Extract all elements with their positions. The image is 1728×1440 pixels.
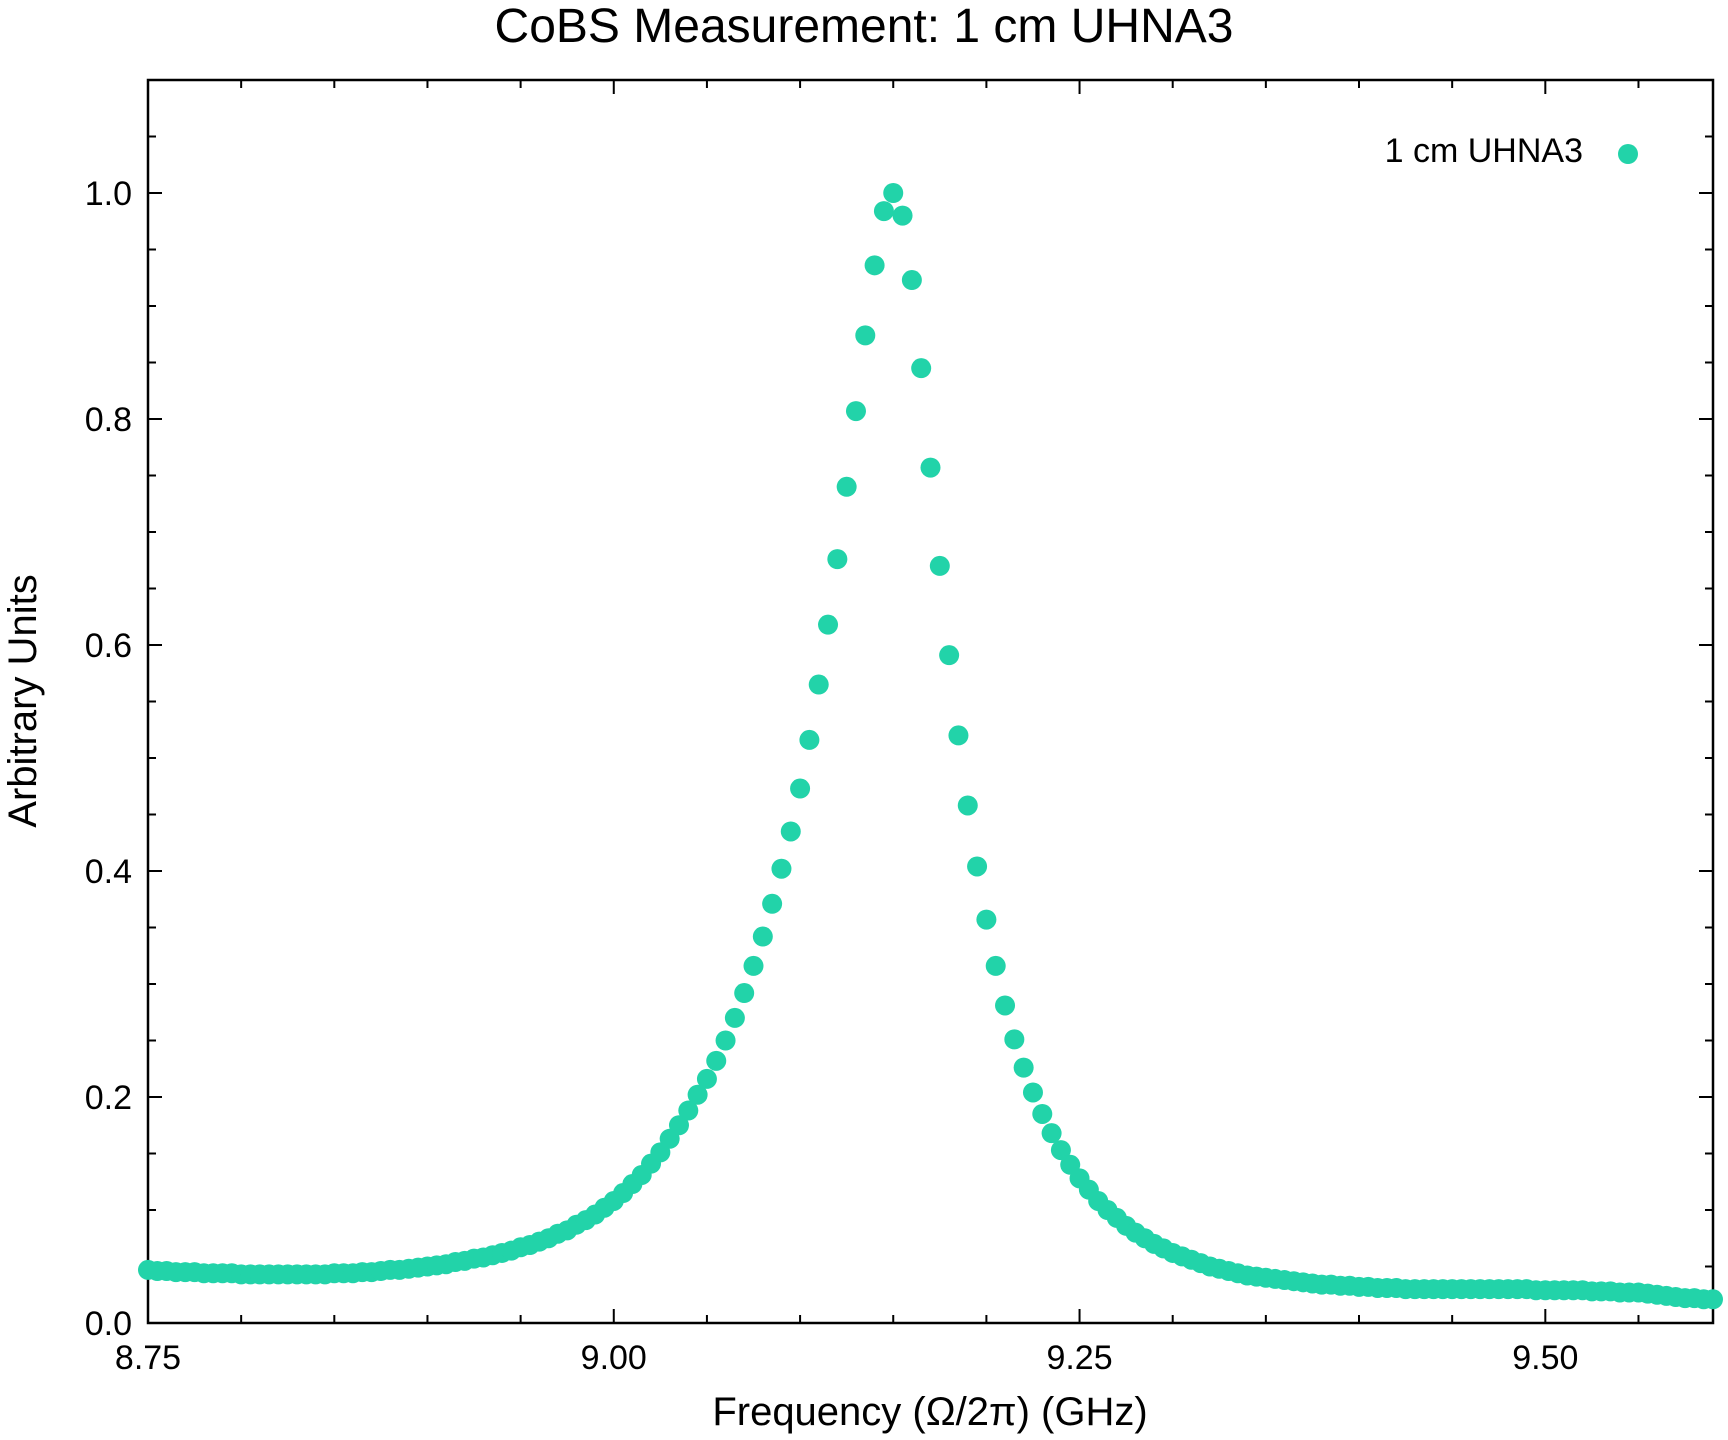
axis-ticks xyxy=(147,79,1713,1324)
data-points xyxy=(138,183,1723,1310)
data-point xyxy=(911,358,932,379)
y-axis-label: Arbitrary Units xyxy=(1,574,45,827)
data-point xyxy=(929,555,950,576)
data-point xyxy=(1013,1057,1034,1078)
data-point xyxy=(957,795,978,816)
x-tick-label: 9.00 xyxy=(581,1339,647,1377)
y-tick-label: 1.0 xyxy=(85,175,132,213)
y-tick-label: 0.4 xyxy=(85,853,132,891)
data-point xyxy=(687,1084,708,1105)
data-point xyxy=(939,645,960,666)
data-point xyxy=(743,955,764,976)
axis-tick-labels: 8.75 9.00 9.25 9.50 0.0 0.2 0.4 0.6 0.8 1.0 xyxy=(85,175,1579,1377)
chart-title: CoBS Measurement: 1 cm UHNA3 xyxy=(495,0,1234,53)
data-point xyxy=(1703,1289,1723,1310)
x-tick-label: 9.50 xyxy=(1512,1339,1578,1377)
x-tick-label: 9.25 xyxy=(1046,1339,1112,1377)
data-point xyxy=(836,476,857,497)
data-point xyxy=(668,1115,689,1136)
data-point xyxy=(985,955,1006,976)
data-point xyxy=(762,893,783,914)
data-point xyxy=(799,729,820,750)
data-point xyxy=(892,205,913,226)
data-point xyxy=(827,549,848,570)
data-point xyxy=(1004,1029,1025,1050)
data-point xyxy=(864,255,885,276)
data-point xyxy=(948,725,969,746)
data-point xyxy=(976,909,997,930)
data-point xyxy=(724,1007,745,1028)
data-point xyxy=(901,270,922,291)
data-point xyxy=(1050,1140,1071,1161)
data-point xyxy=(855,325,876,346)
x-axis-label: Frequency (Ω/2π) (GHz) xyxy=(712,1390,1147,1434)
data-point xyxy=(1022,1082,1043,1103)
data-point xyxy=(696,1068,717,1089)
y-tick-label: 0.8 xyxy=(85,401,132,439)
data-point xyxy=(920,457,941,478)
y-tick-label: 0.0 xyxy=(85,1305,132,1343)
data-point xyxy=(790,778,811,799)
legend: 1 cm UHNA3 xyxy=(1385,132,1638,170)
data-point xyxy=(752,926,773,947)
legend-label: 1 cm UHNA3 xyxy=(1385,132,1583,170)
data-point xyxy=(808,674,829,695)
data-point xyxy=(734,983,755,1004)
data-point xyxy=(845,401,866,422)
x-tick-label: 8.75 xyxy=(115,1339,181,1377)
data-point xyxy=(818,614,839,635)
data-point xyxy=(780,821,801,842)
data-point xyxy=(873,201,894,222)
data-point xyxy=(967,856,988,877)
y-tick-label: 0.6 xyxy=(85,627,132,665)
legend-marker xyxy=(1618,144,1638,164)
data-point xyxy=(1032,1103,1053,1124)
data-point xyxy=(706,1050,727,1071)
data-point xyxy=(771,858,792,879)
data-point xyxy=(715,1030,736,1051)
data-point xyxy=(1041,1123,1062,1144)
y-tick-label: 0.2 xyxy=(85,1079,132,1117)
data-point xyxy=(883,183,904,203)
plot-frame xyxy=(146,78,1715,1325)
data-point xyxy=(995,995,1016,1016)
data-point xyxy=(678,1100,699,1121)
